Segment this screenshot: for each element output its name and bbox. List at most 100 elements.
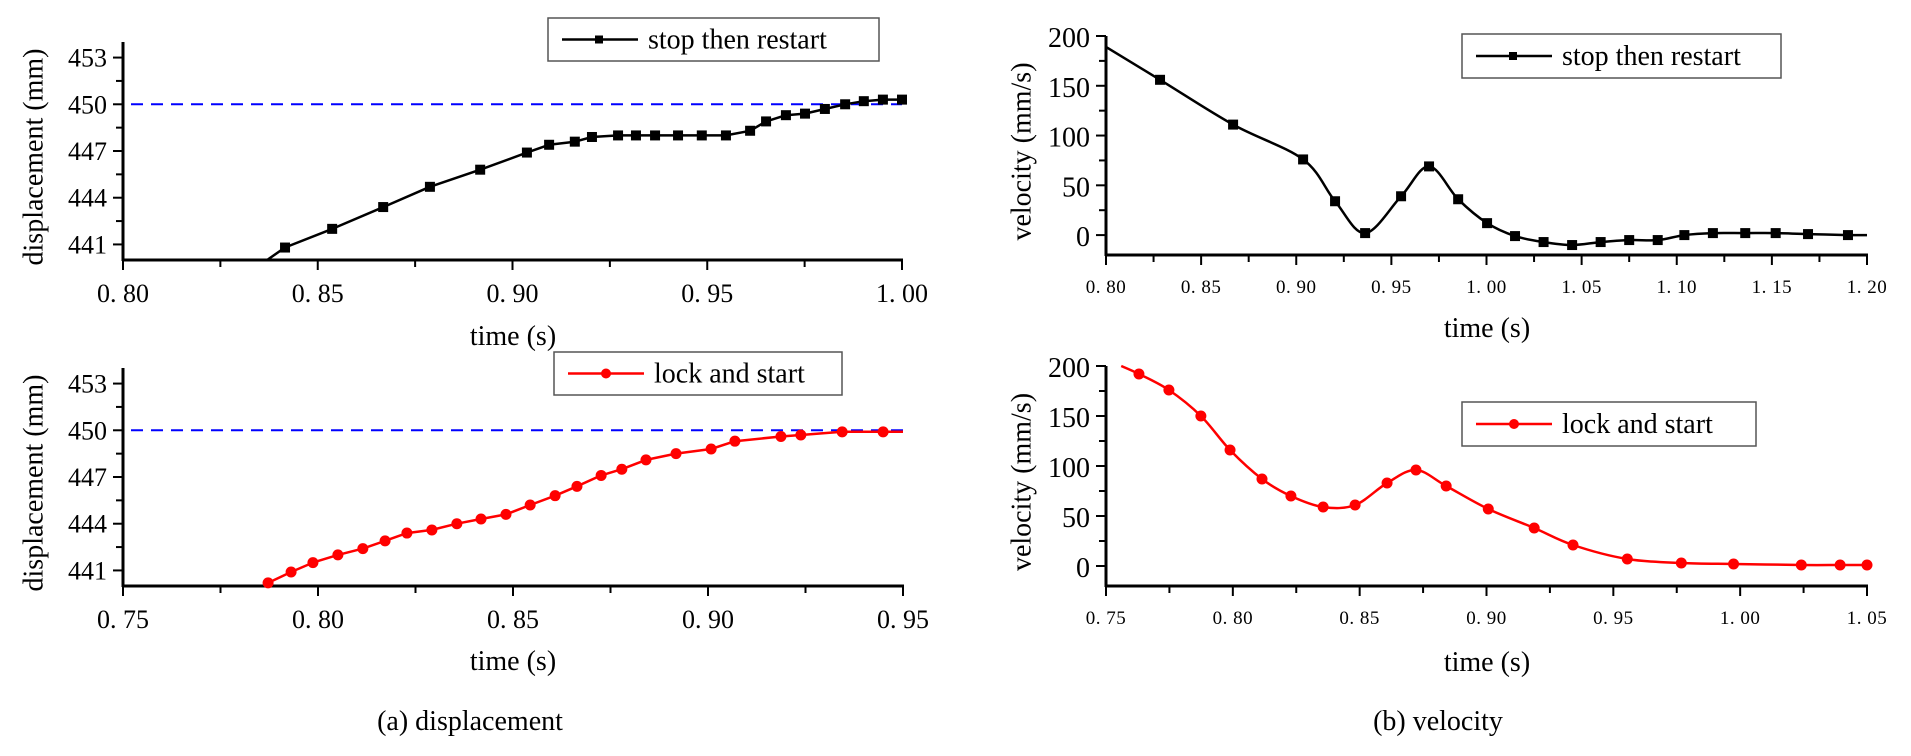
data-point — [1795, 559, 1807, 571]
data-point — [571, 480, 583, 492]
x-tick-label: 0. 90 — [1466, 608, 1507, 629]
y-tick-label: 444 — [68, 184, 107, 213]
series-group — [1120, 364, 1873, 571]
x-tick-label: 1. 05 — [1561, 277, 1602, 298]
data-point — [1728, 558, 1740, 570]
series-group — [266, 94, 907, 262]
data-point — [1349, 499, 1361, 511]
data-point — [451, 518, 463, 530]
data-point — [613, 130, 624, 141]
legend: stop then restart — [1461, 33, 1782, 79]
x-tick-label: 0. 90 — [487, 279, 539, 308]
y-tick-label: 0 — [1076, 553, 1090, 584]
x-axis-title: time (s) — [1444, 647, 1530, 678]
data-point — [1567, 539, 1579, 551]
data-point — [1330, 196, 1341, 207]
data-point — [858, 96, 869, 107]
chart-velocity-stop-then-restart: 0. 80 0. 85 0. 90 0. 95 1. 00 1. 05 1. 10 1. 15… — [1007, 23, 1888, 344]
x-tick-label: 0. 90 — [682, 605, 734, 634]
data-point — [1538, 237, 1549, 248]
axes: 0. 75 0. 80 0. 85 0. 90 0. 95 441 444 447 450 453 — [68, 368, 929, 634]
x-tick-label: 1. 00 — [1720, 608, 1761, 629]
data-point — [1440, 480, 1452, 492]
data-point — [475, 164, 486, 175]
data-point — [840, 99, 851, 110]
data-point — [424, 181, 435, 192]
x-axis-title: time (s) — [470, 646, 556, 677]
y-tick-label: 447 — [68, 463, 107, 492]
data-point — [378, 202, 389, 213]
series-group — [262, 426, 903, 589]
x-tick-label: 0. 95 — [877, 605, 929, 634]
data-point — [475, 513, 487, 525]
data-point — [357, 543, 369, 555]
data-point — [1285, 490, 1297, 502]
chart-displacement-lock-and-start: 0. 75 0. 80 0. 85 0. 90 0. 95 441 444 447 450 453… — [19, 351, 929, 677]
y-tick-label: 150 — [1048, 403, 1090, 434]
series-line-lock-and-start — [1120, 364, 1867, 567]
data-point — [1195, 410, 1207, 422]
data-point — [897, 94, 907, 105]
data-point — [1163, 384, 1175, 396]
data-point — [761, 116, 772, 127]
legend-square-marker — [1509, 52, 1517, 60]
data-point — [819, 103, 830, 114]
data-point — [836, 426, 848, 438]
data-point — [670, 448, 682, 460]
x-tick-label: 0. 85 — [292, 279, 344, 308]
x-tick-label: 0. 80 — [1213, 608, 1254, 629]
data-point — [696, 130, 707, 141]
caption-a: (a) displacement — [377, 706, 563, 737]
x-axis-title: time (s) — [1444, 313, 1530, 344]
data-point — [729, 435, 741, 447]
axes: 0. 75 0. 80 0. 85 0. 90 0. 95 1. 00 1. 05 0 50 10… — [1048, 353, 1887, 629]
data-point — [705, 443, 717, 455]
y-tick-label: 453 — [68, 44, 107, 73]
data-point — [1256, 473, 1268, 485]
x-tick-label: 1. 10 — [1657, 277, 1698, 298]
data-point — [1482, 503, 1494, 515]
y-tick-label: 447 — [68, 137, 107, 166]
data-point — [800, 108, 811, 119]
data-point — [586, 131, 597, 142]
data-point — [795, 429, 807, 441]
data-point — [500, 508, 512, 520]
x-tick-label: 0. 85 — [1181, 277, 1222, 298]
data-point — [877, 426, 889, 438]
x-tick-label: 0. 85 — [1339, 608, 1380, 629]
x-axis-title: time (s) — [470, 321, 556, 352]
data-point — [1567, 240, 1578, 251]
y-tick-label: 441 — [68, 556, 107, 585]
data-point — [521, 147, 532, 158]
data-point — [1133, 368, 1145, 380]
y-tick-label: 200 — [1048, 353, 1090, 384]
y-axis-title: displacement (mm) — [19, 49, 50, 266]
legend: stop then restart — [547, 17, 880, 62]
data-point — [1679, 230, 1690, 241]
data-point — [630, 130, 641, 141]
data-point — [1621, 553, 1633, 565]
data-point — [544, 139, 555, 150]
x-tick-label: 0. 80 — [97, 279, 149, 308]
caption-b: (b) velocity — [1373, 706, 1503, 737]
data-point — [1396, 191, 1407, 202]
y-tick-label: 100 — [1048, 123, 1090, 154]
data-point — [640, 454, 652, 466]
legend-label: lock and start — [1562, 409, 1713, 440]
legend-label: stop then restart — [648, 25, 827, 56]
data-point — [1228, 119, 1239, 130]
legend-label: lock and start — [654, 359, 805, 390]
data-point — [1528, 522, 1540, 534]
x-tick-label: 1. 20 — [1847, 277, 1888, 298]
y-tick-label: 200 — [1048, 23, 1090, 54]
x-tick-label: 1. 05 — [1847, 608, 1888, 629]
y-tick-label: 50 — [1062, 503, 1090, 534]
y-tick-label: 453 — [68, 370, 107, 399]
legend-marker-circle-icon — [1509, 419, 1519, 429]
y-tick-label: 441 — [68, 230, 107, 259]
data-point — [307, 557, 319, 569]
y-tick-label: 0 — [1076, 222, 1090, 253]
x-tick-label: 0. 95 — [1593, 608, 1634, 629]
x-tick-label: 0. 90 — [1276, 277, 1317, 298]
data-point — [1317, 501, 1329, 513]
